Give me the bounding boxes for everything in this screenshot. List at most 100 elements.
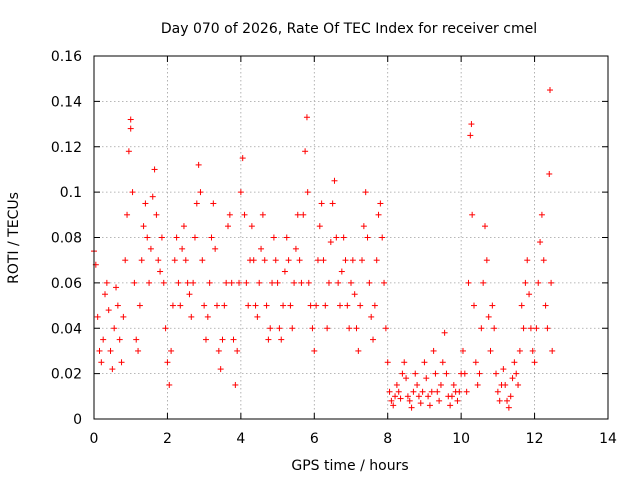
data-point: [259, 211, 266, 218]
data-point: [256, 279, 263, 286]
data-point: [149, 193, 156, 200]
data-point: [201, 302, 208, 309]
data-point: [314, 257, 321, 264]
y-tick-labels: 0 0.02 0.04 0.06 0.08 0.1 0.12 0.14 0.16: [51, 49, 82, 428]
chart-title: Day 070 of 2026, Rate Of TEC Index for r…: [161, 21, 537, 37]
data-point: [351, 291, 358, 298]
data-point: [406, 397, 413, 404]
data-point: [493, 370, 500, 377]
data-point: [469, 211, 476, 218]
x-tick-labels: 0 2 4 6 8 10 12 14: [90, 431, 617, 447]
data-point: [191, 234, 198, 241]
data-point: [401, 359, 408, 366]
data-point: [100, 336, 107, 343]
data-point: [239, 155, 246, 162]
data-point: [425, 393, 432, 400]
data-point: [465, 279, 472, 286]
data-point: [533, 325, 540, 332]
data-point: [276, 325, 283, 332]
data-point: [157, 268, 164, 275]
data-point: [313, 302, 320, 309]
data-point: [283, 234, 290, 241]
data-point: [390, 402, 397, 409]
data-point: [96, 347, 103, 354]
data-point: [138, 257, 145, 264]
data-point: [333, 234, 340, 241]
data-point: [94, 313, 101, 320]
data-point: [364, 234, 371, 241]
data-point: [544, 325, 551, 332]
data-point: [437, 381, 444, 388]
data-point: [162, 325, 169, 332]
data-point: [168, 347, 175, 354]
x-tick-label: 10: [452, 431, 470, 447]
data-point: [504, 397, 511, 404]
data-point: [371, 302, 378, 309]
data-point: [529, 347, 536, 354]
data-point: [109, 366, 116, 373]
data-point: [382, 325, 389, 332]
data-point: [447, 402, 454, 409]
data-point: [173, 234, 180, 241]
data-point: [221, 302, 228, 309]
data-point: [311, 347, 318, 354]
data-point: [491, 325, 498, 332]
data-point: [269, 279, 276, 286]
data-point: [179, 245, 186, 252]
data-point: [210, 200, 217, 207]
data-point: [392, 393, 399, 400]
y-tick-label: 0.1: [60, 185, 82, 201]
data-point: [357, 302, 364, 309]
data-point: [344, 302, 351, 309]
data-point: [309, 325, 316, 332]
data-point: [151, 166, 158, 173]
data-point: [320, 257, 327, 264]
y-tick-label: 0.14: [51, 94, 82, 110]
data-point: [300, 211, 307, 218]
data-point: [250, 257, 257, 264]
data-point: [329, 200, 336, 207]
data-point: [393, 381, 400, 388]
data-point: [267, 325, 274, 332]
data-point: [234, 347, 241, 354]
data-point: [245, 302, 252, 309]
x-tick-label: 12: [526, 431, 544, 447]
data-point: [335, 279, 342, 286]
data-point: [142, 200, 149, 207]
data-point: [375, 211, 382, 218]
data-point: [336, 302, 343, 309]
data-point: [467, 132, 474, 139]
data-point: [472, 359, 479, 366]
data-point: [434, 388, 441, 395]
data-point: [346, 325, 353, 332]
data-point: [166, 381, 173, 388]
data-point: [215, 347, 222, 354]
data-point: [171, 257, 178, 264]
data-point: [388, 397, 395, 404]
data-point: [280, 302, 287, 309]
data-point: [513, 370, 520, 377]
data-point: [160, 279, 167, 286]
data-point: [236, 279, 243, 286]
y-tick-label: 0.16: [51, 49, 82, 65]
data-point: [258, 245, 265, 252]
data-point: [274, 279, 281, 286]
data-point: [318, 200, 325, 207]
data-point: [439, 359, 446, 366]
data-point: [432, 370, 439, 377]
data-point: [459, 347, 466, 354]
data-point: [448, 393, 455, 400]
data-point: [304, 189, 311, 196]
y-tick-label: 0.06: [51, 276, 82, 292]
data-point: [450, 381, 457, 388]
data-point: [155, 257, 162, 264]
data-point: [127, 125, 134, 132]
data-point: [169, 302, 176, 309]
data-point: [325, 279, 332, 286]
data-point: [415, 393, 422, 400]
data-point: [232, 381, 239, 388]
data-point: [230, 336, 237, 343]
data-point: [342, 257, 349, 264]
x-tick-label: 4: [236, 431, 245, 447]
